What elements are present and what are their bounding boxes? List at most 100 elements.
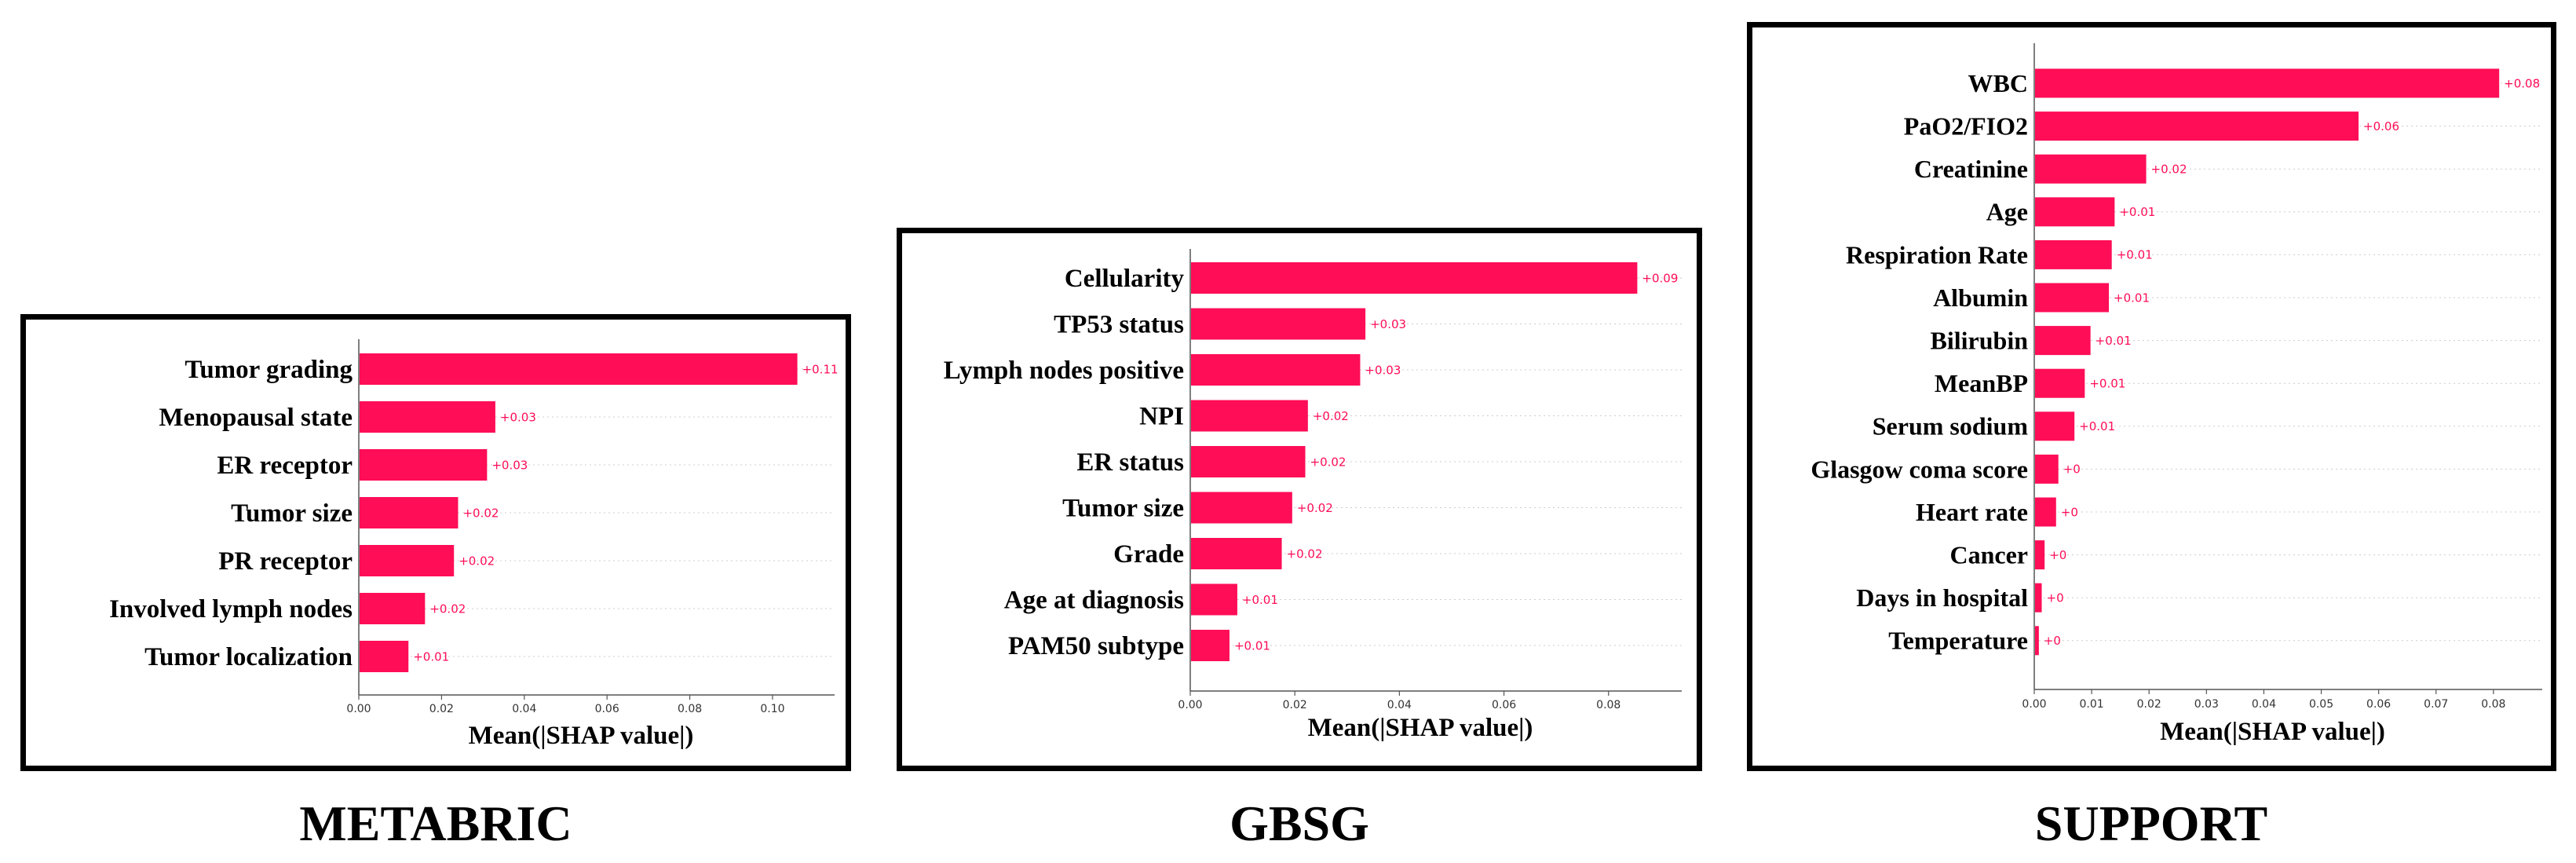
bar-heart-rate [2035,497,2056,527]
x-tick-label: 0.07 [2424,698,2448,711]
value-label-er-receptor: +0.03 [491,458,528,472]
value-label-cellularity: +0.09 [1642,271,1678,285]
category-label-meanbp: MeanBP [1935,369,2028,397]
category-label-npi: NPI [1139,403,1184,431]
bar-bilirubin [2035,326,2091,356]
category-label-wbc: WBC [1968,69,2028,97]
category-label-cellularity: Cellularity [1065,265,1185,293]
x-tick-label: 0.04 [512,703,536,715]
value-label-age-at-diagnosis: +0.01 [1242,593,1278,607]
bar-glasgow-coma-score [2035,454,2059,484]
x-tick-label: 0.10 [760,703,784,715]
category-label-grade: Grade [1113,540,1184,569]
category-label-er-receptor: ER receptor [217,452,353,480]
category-label-heart-rate: Heart rate [1916,498,2028,526]
value-label-npi: +0.02 [1313,409,1349,423]
bar-creatinine [2035,154,2147,184]
bar-tumor-size [1191,492,1292,524]
bar-cellularity [1191,262,1638,294]
value-label-bilirubin: +0.01 [2096,334,2132,348]
bar-npi [1191,400,1308,432]
bar-albumin [2035,283,2110,313]
bar-age-at-diagnosis [1191,583,1237,616]
category-label-tumor-localization: Tumor localization [144,643,353,671]
category-label-glasgow-coma-score: Glasgow coma score [1811,455,2028,483]
bar-pao2-fio2 [2035,112,2359,141]
value-label-days-in-hospital: +0 [2047,591,2064,605]
bar-er-status [1191,446,1306,477]
value-label-pam50-subtype: +0.01 [1234,638,1270,653]
x-tick-label: 0.00 [1178,699,1202,711]
gbsg-chart-panel: Cellularity +0.09 TP53 status +0.03 Lymph no… [897,228,1702,771]
gbsg-caption: GBSG [1230,795,1369,851]
value-label-menopausal-state: +0.03 [500,410,536,424]
bar-lymph-nodes-positive [1191,354,1361,386]
x-tick-label: 0.02 [1283,699,1307,711]
x-tick-label: 0.03 [2194,698,2219,711]
category-label-bilirubin: Bilirubin [1931,326,2029,354]
value-label-involved-lymph-nodes: +0.02 [429,602,466,616]
support-chart-panel: WBC +0.08 PaO2/FIO2 +0.06 Creatinine +0.02 Age… [1747,22,2556,771]
bar-tumor-grading [360,353,798,385]
x-tick-label: 0.08 [1596,699,1621,711]
value-label-wbc: +0.08 [2504,76,2540,90]
bar-pam50-subtype [1191,630,1230,661]
value-label-serum-sodium: +0.01 [2079,419,2115,433]
value-label-heart-rate: +0 [2061,505,2078,519]
x-tick-label: 0.08 [2481,698,2505,711]
category-label-respiration-rate: Respiration Rate [1846,240,2028,269]
gbsg-shap-bar-chart: Cellularity +0.09 TP53 status +0.03 Lymph no… [944,249,1682,742]
value-label-tp53-status: +0.03 [1370,317,1406,331]
bar-tumor-size [360,497,459,528]
x-tick-label: 0.06 [2366,698,2391,711]
category-label-tp53-status: TP53 status [1054,311,1184,339]
bar-temperature [2035,626,2039,656]
value-label-grade: +0.02 [1287,547,1323,561]
x-tick-label: 0.00 [346,703,371,715]
bar-tumor-localization [360,641,409,672]
value-label-glasgow-coma-score: +0 [2063,463,2081,477]
support-shap-bar-chart: WBC +0.08 PaO2/FIO2 +0.06 Creatinine +0.02 Age… [1811,43,2542,746]
bar-days-in-hospital [2035,583,2042,613]
category-label-cancer: Cancer [1949,540,2028,569]
x-tick-label: 0.01 [2080,698,2104,711]
bar-age [2035,197,2115,227]
x-tick-label: 0.06 [1492,699,1516,711]
bar-pr-receptor [360,545,455,576]
x-axis-title: Mean(|SHAP value|) [2160,718,2385,746]
x-axis-title: Mean(|SHAP value|) [469,722,694,750]
metabric-chart-panel: Tumor grading +0.11 Menopausal state +0.03 E… [20,314,851,771]
bar-serum-sodium [2035,411,2075,441]
value-label-er-status: +0.02 [1310,455,1346,469]
category-label-pam50-subtype: PAM50 subtype [1008,632,1184,660]
x-tick-label: 0.02 [2137,698,2161,711]
bar-menopausal-state [360,401,495,433]
category-label-lymph-nodes-positive: Lymph nodes positive [944,357,1184,385]
category-label-tumor-grading: Tumor grading [185,356,353,384]
category-label-tumor-size: Tumor size [1062,495,1184,523]
value-label-tumor-size: +0.02 [462,506,499,520]
category-label-pr-receptor: PR receptor [218,547,353,576]
bar-respiration-rate [2035,240,2112,269]
category-label-age: Age [1986,198,2028,226]
x-axis-title: Mean(|SHAP value|) [1308,714,1533,742]
x-tick-label: 0.06 [595,703,619,715]
value-label-meanbp: +0.01 [2089,376,2125,390]
category-label-er-status: ER status [1076,448,1184,477]
x-tick-label: 0.02 [429,703,454,715]
metabric-caption: METABRIC [299,795,572,851]
category-label-tumor-size: Tumor size [231,499,353,528]
x-tick-label: 0.08 [678,703,702,715]
bar-er-receptor [360,449,488,481]
value-label-tumor-localization: +0.01 [413,649,449,664]
value-label-age: +0.01 [2119,205,2155,219]
x-tick-label: 0.04 [2252,698,2276,711]
metabric-shap-bar-chart: Tumor grading +0.11 Menopausal state +0.03 E… [109,339,839,750]
value-label-temperature: +0 [2044,634,2061,648]
x-tick-label: 0.05 [2309,698,2333,711]
category-label-days-in-hospital: Days in hospital [1856,583,2028,612]
value-label-tumor-size: +0.02 [1297,501,1333,515]
bar-wbc [2035,68,2500,98]
category-label-creatinine: Creatinine [1914,155,2028,183]
bar-involved-lymph-nodes [360,593,426,624]
